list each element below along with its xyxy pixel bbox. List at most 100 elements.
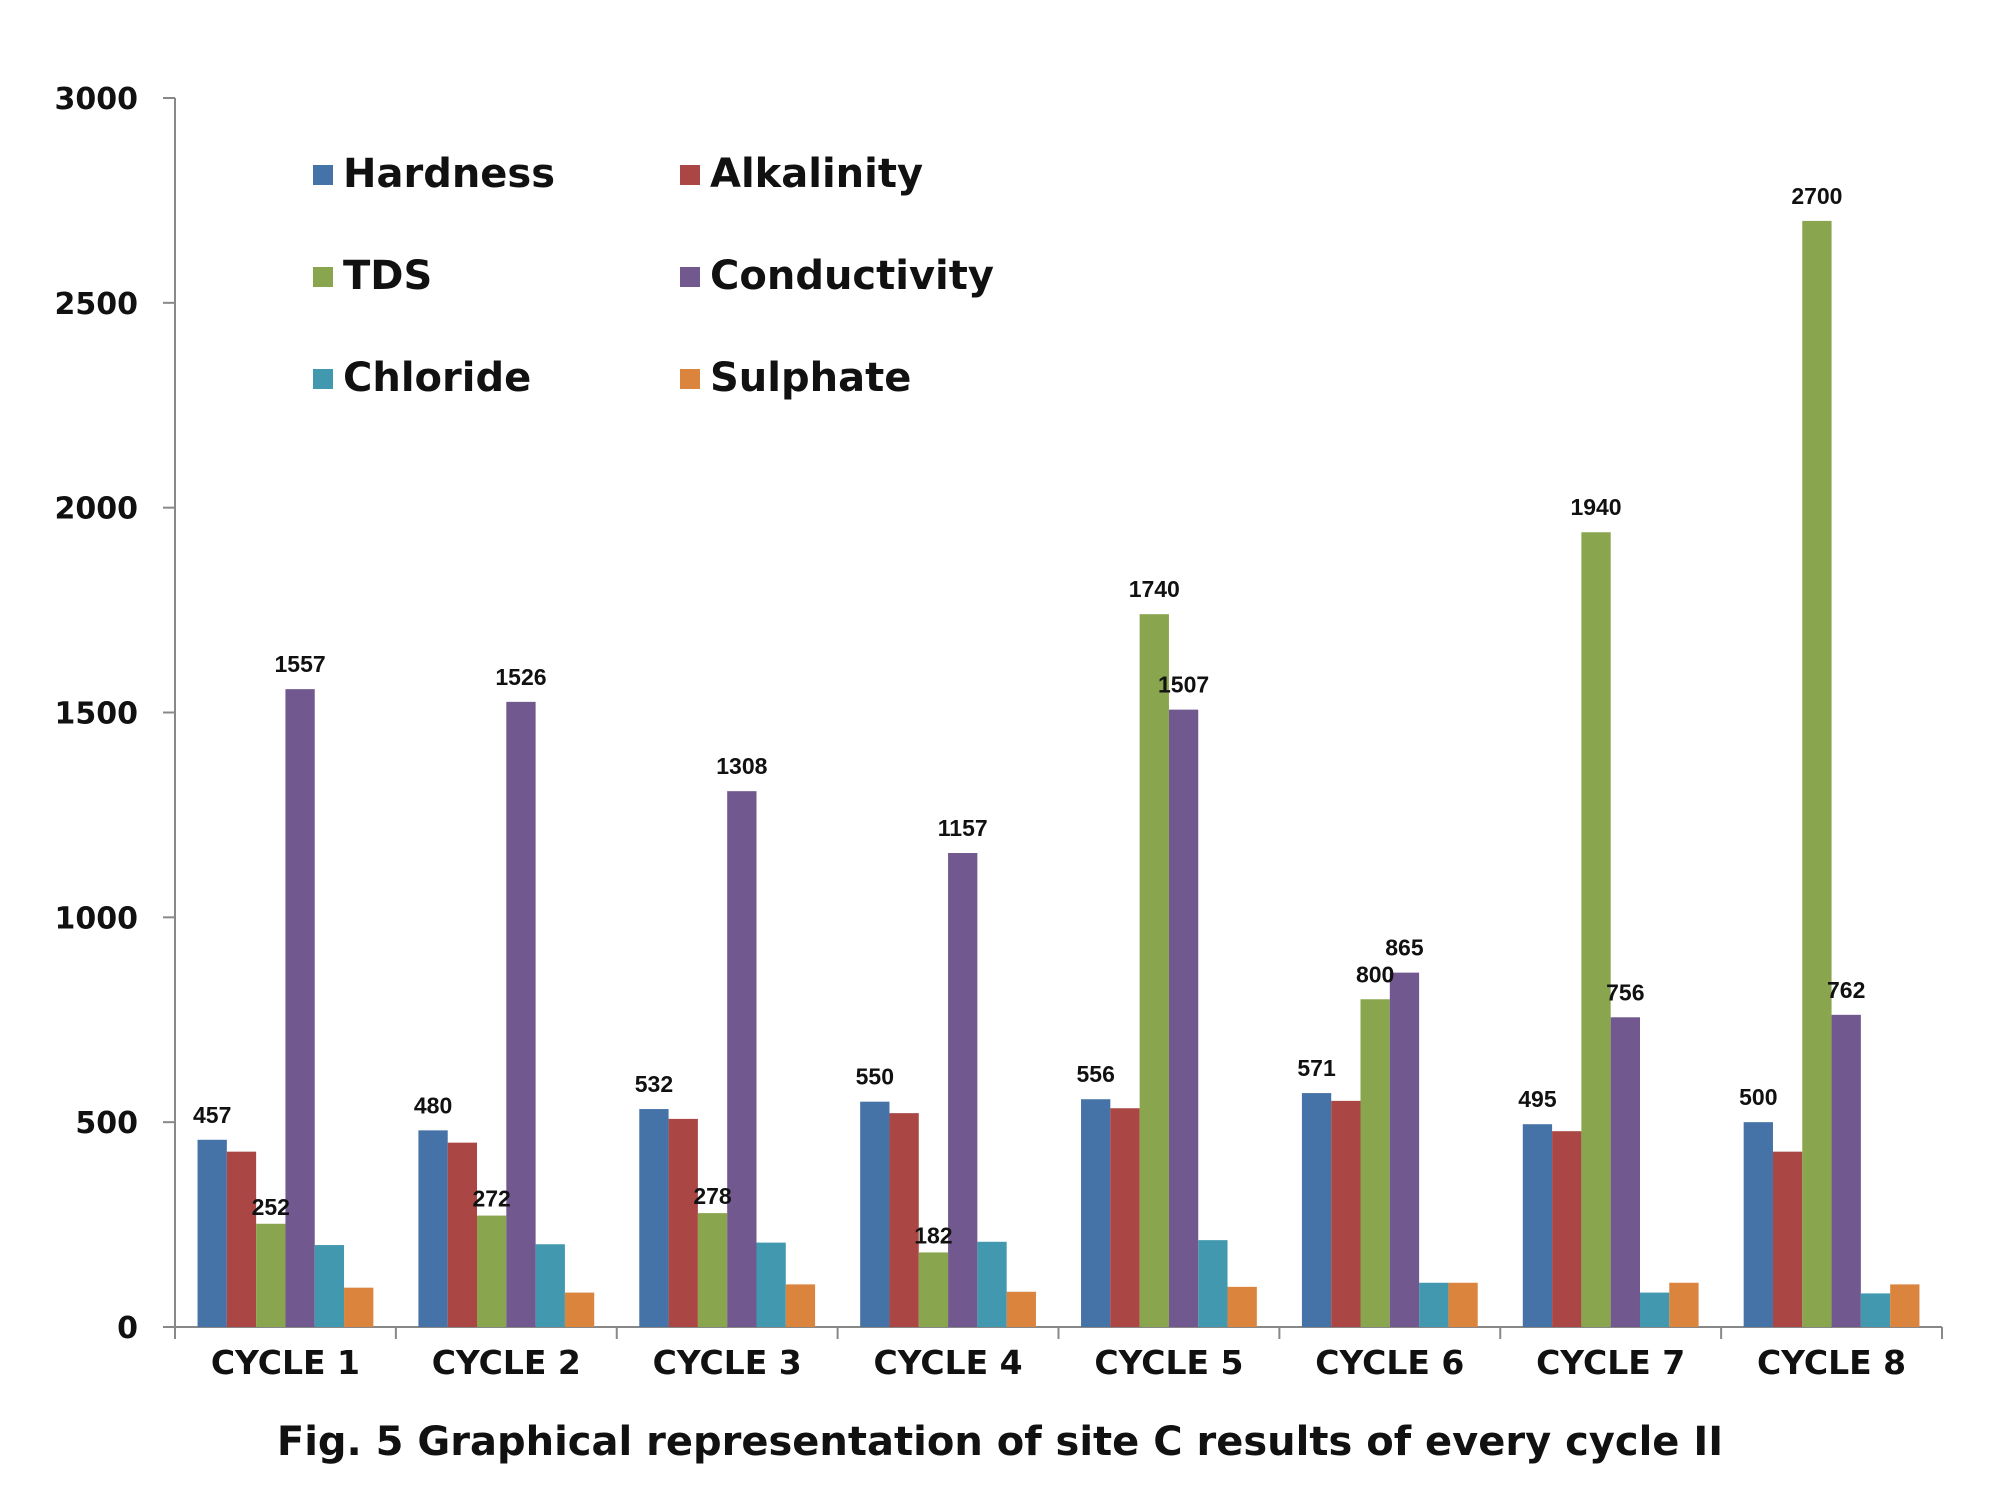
bar-hardness-3: [639, 1109, 669, 1327]
bar-chloride-2: [535, 1244, 565, 1327]
bar-tds-4: [918, 1252, 949, 1327]
data-label-conductivity-4: 1157: [938, 815, 988, 841]
bar-chloride-7: [1639, 1292, 1670, 1327]
data-label-hardness-1: 457: [193, 1102, 231, 1128]
legend-label-chloride: Chloride: [343, 355, 531, 401]
data-labels: 457 480 532 550 556 571 495 500 252 272 278 182 1740…: [193, 183, 1865, 1249]
bar-tds-3: [697, 1213, 728, 1327]
bar-alkalinity-1: [226, 1151, 257, 1327]
x-tick-label: CYCLE 4: [873, 1343, 1022, 1382]
data-label-conductivity-1: 1557: [275, 651, 326, 677]
bar-chloride-1: [314, 1245, 345, 1327]
bar-hardness-7: [1522, 1124, 1553, 1327]
bar-chloride-4: [977, 1241, 1007, 1327]
y-tick-label: 500: [75, 1106, 138, 1141]
data-label-hardness-7: 495: [1518, 1086, 1557, 1112]
bars: [197, 220, 1920, 1327]
data-label-conductivity-7: 756: [1606, 979, 1644, 1005]
bar-hardness-5: [1081, 1099, 1111, 1327]
legend-swatch-hardness: [313, 165, 333, 185]
bar-hardness-1: [197, 1139, 227, 1327]
bar-tds-1: [256, 1223, 286, 1327]
legend: Hardness Alkalinity TDS Conductivity Chlorid…: [313, 151, 994, 401]
bar-hardness-8: [1743, 1122, 1773, 1327]
data-label-hardness-5: 556: [1077, 1061, 1115, 1087]
data-label-tds-3: 278: [693, 1183, 732, 1209]
bar-sulphate-8: [1890, 1284, 1920, 1327]
legend-label-hardness: Hardness: [343, 151, 555, 197]
bar-conductivity-4: [948, 853, 978, 1327]
bar-alkalinity-4: [889, 1113, 919, 1327]
bar-sulphate-2: [564, 1292, 595, 1327]
legend-label-sulphate: Sulphate: [710, 355, 911, 401]
bar-tds-2: [477, 1215, 507, 1327]
legend-label-conductivity: Conductivity: [710, 253, 994, 299]
bar-hardness-6: [1301, 1093, 1332, 1327]
bar-chloride-3: [756, 1242, 786, 1327]
data-label-hardness-8: 500: [1739, 1084, 1777, 1110]
y-tick-label: 1000: [55, 901, 139, 936]
y-tick-label: 3000: [55, 82, 139, 117]
data-label-tds-7: 1940: [1570, 494, 1621, 520]
x-axis: CYCLE 1 CYCLE 2 CYCLE 3 CYCLE 4 CYCLE 5 CYCLE…: [174, 1326, 1943, 1382]
data-label-conductivity-3: 1308: [716, 753, 767, 779]
x-tick-label: CYCLE 1: [211, 1343, 360, 1382]
bar-tds-8: [1802, 220, 1832, 1327]
y-tick-label: 2000: [55, 492, 139, 527]
legend-swatch-tds: [313, 267, 333, 287]
bar-conductivity-2: [506, 701, 536, 1327]
bar-conductivity-8: [1831, 1014, 1861, 1327]
data-label-hardness-4: 550: [856, 1064, 894, 1090]
data-label-tds-2: 272: [472, 1186, 510, 1212]
data-label-conductivity-8: 762: [1827, 977, 1865, 1003]
bar-alkalinity-5: [1110, 1108, 1140, 1327]
legend-swatch-alkalinity: [680, 165, 700, 185]
data-label-tds-5: 1740: [1129, 576, 1180, 602]
bar-tds-6: [1360, 999, 1390, 1327]
y-axis: 0 500 1000 1500 2000 2500 3000: [55, 82, 176, 1346]
bar-alkalinity-7: [1552, 1131, 1582, 1327]
x-tick-label: CYCLE 8: [1757, 1343, 1906, 1382]
figure-caption: Fig. 5 Graphical representation of site …: [277, 1419, 1723, 1465]
y-tick-label: 0: [117, 1311, 138, 1346]
bar-chloride-6: [1419, 1282, 1449, 1327]
data-label-conductivity-2: 1526: [495, 664, 546, 690]
bar-hardness-4: [860, 1101, 890, 1327]
bar-sulphate-6: [1448, 1282, 1478, 1327]
bar-conductivity-3: [727, 791, 757, 1327]
bar-alkalinity-8: [1772, 1151, 1803, 1327]
legend-swatch-sulphate: [680, 369, 700, 389]
data-label-hardness-6: 571: [1297, 1055, 1336, 1081]
bar-chloride-5: [1198, 1240, 1228, 1327]
bar-alkalinity-6: [1331, 1100, 1361, 1327]
data-label-hardness-3: 532: [635, 1071, 673, 1097]
bar-sulphate-3: [785, 1284, 816, 1327]
x-tick-label: CYCLE 7: [1536, 1343, 1685, 1382]
bar-conductivity-1: [285, 689, 315, 1327]
data-label-hardness-2: 480: [414, 1092, 452, 1118]
data-label-conductivity-5: 1507: [1158, 672, 1209, 698]
x-tick-label: CYCLE 5: [1094, 1343, 1243, 1382]
bar-sulphate-5: [1227, 1286, 1257, 1327]
bar-conductivity-6: [1389, 972, 1420, 1327]
bar-sulphate-4: [1006, 1291, 1036, 1327]
bar-conductivity-7: [1610, 1017, 1640, 1327]
bar-chloride-8: [1860, 1293, 1891, 1327]
bar-alkalinity-2: [447, 1142, 478, 1327]
x-tick-label: CYCLE 6: [1315, 1343, 1464, 1382]
data-label-conductivity-6: 865: [1385, 935, 1424, 961]
bar-conductivity-5: [1168, 709, 1199, 1327]
bar-alkalinity-3: [668, 1118, 698, 1327]
legend-label-alkalinity: Alkalinity: [710, 151, 923, 197]
x-tick-label: CYCLE 2: [432, 1343, 581, 1382]
bar-tds-7: [1581, 532, 1611, 1327]
bar-hardness-2: [418, 1130, 448, 1327]
legend-swatch-chloride: [313, 369, 333, 389]
legend-label-tds: TDS: [343, 253, 432, 299]
data-label-tds-8: 2700: [1791, 183, 1842, 209]
y-tick-label: 2500: [55, 287, 139, 322]
x-tick-label: CYCLE 3: [653, 1343, 802, 1382]
data-label-tds-6: 800: [1356, 961, 1394, 987]
y-tick-label: 1500: [55, 697, 139, 732]
